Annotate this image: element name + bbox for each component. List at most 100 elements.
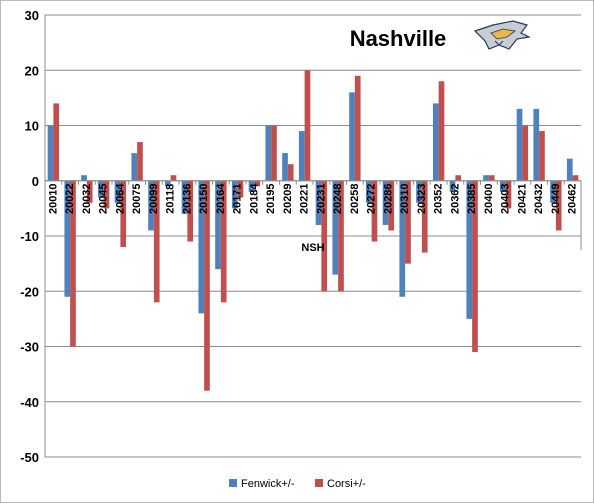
bar-corsi-20171 [237, 180, 244, 198]
x-tick-label-20432: 20432 [533, 183, 545, 214]
bar-corsi-20164 [220, 180, 227, 303]
legend-swatch-corsi [315, 479, 323, 487]
x-tick-label-20449: 20449 [550, 183, 562, 214]
bar-corsi-20022 [70, 180, 76, 347]
bar-corsi-20231 [321, 180, 328, 292]
bar-fenwick-20385 [466, 180, 473, 319]
y-tick-label: 30 [25, 8, 39, 23]
bar-fenwick-20022 [64, 180, 71, 297]
bar-fenwick-20432 [533, 108, 540, 181]
bar-corsi-20150 [204, 180, 210, 391]
bar-corsi-20099 [153, 180, 160, 303]
bar-fenwick-20323 [416, 180, 422, 203]
x-tick-label-20323: 20323 [416, 183, 428, 214]
x-tick-label-20118: 20118 [165, 184, 177, 214]
bar-fenwick-20403 [499, 180, 506, 192]
bar-fenwick-20231 [315, 180, 322, 225]
x-tick-label-20184: 20184 [248, 183, 260, 214]
x-tick-label-20362: 20362 [449, 183, 461, 214]
bar-fenwick-20171 [231, 180, 238, 209]
bar-corsi-20184 [254, 180, 261, 187]
x-tick-label-20248: 20248 [332, 183, 344, 214]
bar-corsi-20310 [405, 180, 411, 264]
x-tick-label-20352: 20352 [433, 183, 445, 214]
bar-fenwick-20286 [382, 180, 389, 225]
bar-corsi-20421 [522, 125, 529, 181]
bar-fenwick-20362 [449, 180, 456, 192]
bar-corsi-20136 [187, 180, 194, 242]
y-tick-label: -10 [20, 229, 39, 244]
bar-corsi-20118 [170, 175, 177, 181]
bar-fenwick-20352 [432, 103, 439, 181]
bar-fenwick-20258 [349, 92, 355, 181]
bar-fenwick-20032 [81, 175, 87, 181]
bar-corsi-20075 [137, 142, 143, 181]
x-tick-label-20221: 20221 [299, 183, 311, 214]
bar-fenwick-20449 [550, 180, 556, 203]
legend-swatch-fenwick [229, 479, 237, 487]
bar-fenwick-20064 [114, 180, 121, 203]
x-tick-label-20032: 20032 [81, 183, 93, 214]
bar-corsi-20064 [120, 180, 127, 248]
x-tick-label-20064: 20064 [114, 183, 126, 214]
x-tick-label-20400: 20400 [483, 183, 495, 214]
x-tick-label-20462: 20462 [567, 183, 579, 214]
x-tick-label-20171: 20171 [232, 183, 244, 214]
x-tick-label-20099: 20099 [148, 183, 160, 214]
nashville-predators-logo-icon [473, 20, 531, 50]
bar-corsi-20010 [53, 103, 60, 181]
x-tick-labels: 20010 20022 20032 20045 20064 20075 20099 20118… [47, 183, 578, 214]
bar-corsi-20195 [271, 125, 277, 181]
axes [44, 15, 582, 457]
bar-fenwick-20310 [399, 180, 406, 297]
bar-fenwick-20209 [282, 153, 288, 181]
bar-fenwick-20195 [265, 125, 272, 181]
bar-fenwick-20150 [198, 180, 205, 314]
y-tick-label: 20 [25, 63, 39, 78]
y-tick-label: 10 [25, 119, 39, 134]
bar-fenwick-20272 [365, 180, 372, 203]
bar-fenwick-20421 [516, 108, 523, 181]
bar-corsi-20462 [572, 175, 579, 181]
x-tick-label-20164: 20164 [215, 183, 227, 214]
x-tick-label-20045: 20045 [98, 183, 110, 214]
bar-fenwick-20118 [164, 180, 171, 187]
bars [47, 70, 579, 391]
x-axis-label: NSH [301, 242, 324, 254]
bar-fenwick-20136 [181, 180, 188, 214]
chart-title: Nashville [350, 26, 447, 51]
bar-corsi-20221 [304, 70, 311, 181]
x-tick-label-20258: 20258 [349, 183, 361, 214]
bar-corsi-20362 [455, 175, 462, 181]
legend-label-corsi: Corsi+/- [327, 478, 366, 490]
x-tick-label-20286: 20286 [382, 183, 394, 214]
bar-corsi-20432 [539, 131, 545, 181]
bar-fenwick-20045 [97, 180, 104, 198]
bar-fenwick-20075 [131, 153, 138, 181]
bar-corsi-20248 [338, 180, 344, 292]
bar-corsi-20286 [388, 180, 395, 231]
bar-fenwick-20221 [298, 131, 305, 181]
bar-fenwick-20164 [215, 180, 221, 270]
y-tick-label: -40 [20, 395, 39, 410]
x-tick-label-20385: 20385 [466, 183, 478, 214]
bar-corsi-20352 [438, 81, 445, 181]
bar-corsi-20045 [103, 180, 110, 209]
legend-label-fenwick: Fenwick+/- [241, 478, 295, 490]
x-tick-label-20010: 20010 [47, 183, 59, 214]
bar-corsi-20449 [555, 180, 562, 231]
bar-fenwick-20010 [47, 125, 54, 181]
x-tick-label-20195: 20195 [265, 183, 277, 214]
x-tick-label-20403: 20403 [500, 183, 512, 214]
bar-fenwick-20248 [332, 180, 339, 275]
legend: Fenwick+/- Corsi+/- [229, 478, 366, 490]
bar-fenwick-20099 [148, 180, 154, 231]
y-tick-label: -30 [20, 340, 39, 355]
bar-corsi-20323 [421, 180, 428, 253]
bar-corsi-20272 [371, 180, 378, 242]
x-tick-label-20136: 20136 [181, 183, 193, 214]
bar-corsi-20032 [86, 180, 93, 203]
x-tick-label-20075: 20075 [131, 183, 143, 214]
